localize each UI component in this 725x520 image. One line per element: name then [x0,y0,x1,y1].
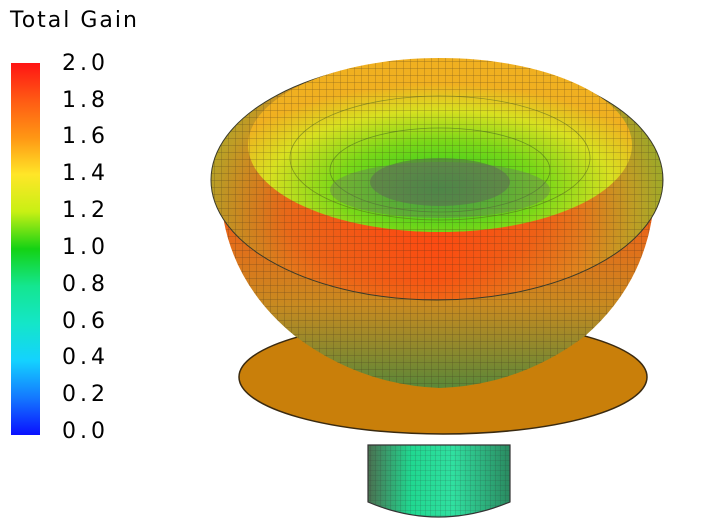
lower-lobe [367,444,511,518]
tick-label: 0.0 [62,419,109,444]
radiation-pattern-3d-view[interactable] [200,40,725,520]
tick-label: 1.2 [62,198,109,223]
tick-label: 0.6 [62,309,109,334]
tick-label: 0.8 [62,272,109,297]
tick-label: 1.4 [62,161,109,186]
torus-inner-bowl [248,58,632,232]
legend-title: Total Gain [10,8,139,33]
tick-label: 2.0 [62,51,109,76]
tick-label: 1.6 [62,124,109,149]
tick-label: 0.4 [62,345,109,370]
tick-label: 1.8 [62,88,109,113]
tick-label: 1.0 [62,235,109,260]
tick-label: 0.2 [62,382,109,407]
colorbar [11,63,40,435]
